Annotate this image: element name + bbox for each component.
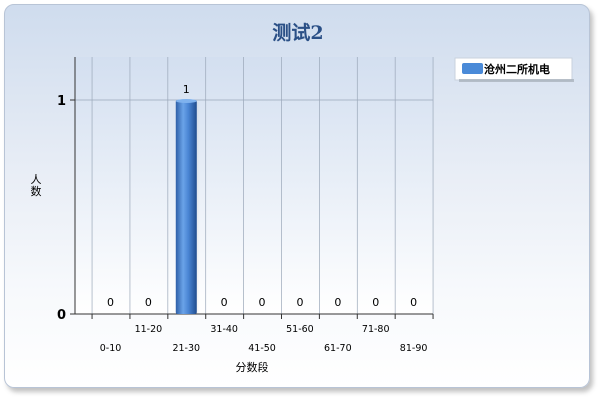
x-tick-label: 31-40 [210, 324, 238, 335]
data-label: 0 [296, 296, 303, 309]
x-axis-label: 分数段 [236, 360, 269, 374]
data-label: 0 [334, 296, 341, 309]
plot-area: 0 1 0-10 11-20 21-30 31-40 41-50 51-60 61-70 71-8… [57, 57, 434, 354]
data-label: 0 [145, 296, 152, 309]
data-label: 1 [183, 83, 190, 96]
y-axis-label: 人数 [31, 173, 42, 198]
x-tick-label: 71-80 [362, 324, 390, 335]
x-tick-label: 41-50 [248, 343, 276, 354]
data-label: 0 [410, 296, 417, 309]
x-tick-label: 0-10 [100, 343, 122, 354]
y-tick-label: 1 [57, 94, 66, 109]
y-axis-label-char: 人 [31, 173, 42, 186]
x-tick-label: 51-60 [286, 324, 314, 335]
data-label: 0 [107, 296, 114, 309]
x-tick-label: 11-20 [135, 324, 163, 335]
y-axis-label-char: 数 [31, 185, 42, 198]
chart-title: 测试2 [272, 22, 323, 44]
data-label: 0 [372, 296, 379, 309]
legend-shadow [459, 79, 574, 82]
plot-background [75, 57, 433, 314]
legend-label: 沧州二所机电 [484, 62, 550, 76]
bar [175, 100, 197, 314]
y-tick-label: 0 [57, 308, 66, 323]
legend: 沧州二所机电 [454, 57, 574, 82]
data-label: 0 [259, 296, 266, 309]
x-tick-label: 81-90 [400, 343, 428, 354]
legend-swatch [462, 63, 483, 74]
bar-cap [175, 99, 197, 103]
x-tick-label: 61-70 [324, 343, 352, 354]
x-tick-label: 21-30 [172, 343, 200, 354]
data-label: 0 [221, 296, 228, 309]
